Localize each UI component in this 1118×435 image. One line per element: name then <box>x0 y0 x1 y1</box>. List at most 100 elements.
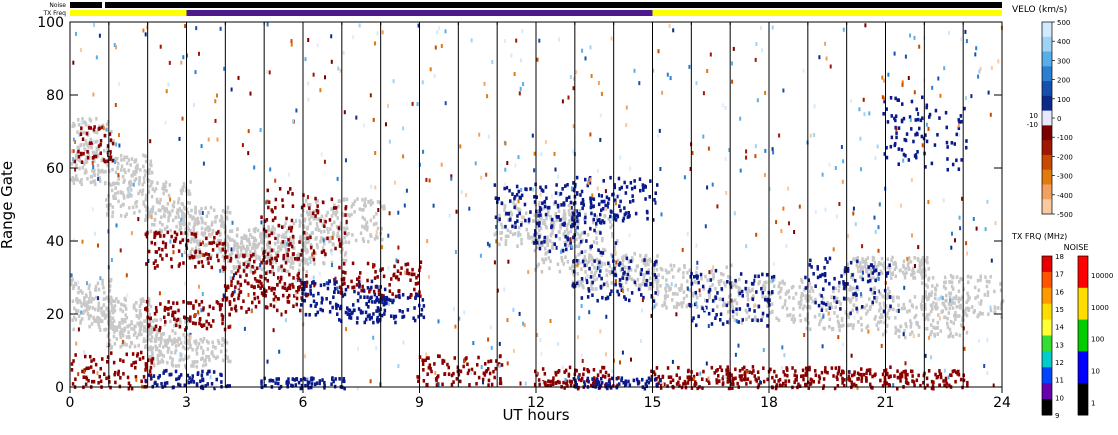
toward-cell <box>321 308 324 313</box>
ground-cell <box>595 230 598 235</box>
toward-cell <box>192 380 196 384</box>
away-cell <box>239 274 242 279</box>
ground-cell <box>593 273 596 277</box>
toward-cell <box>867 273 870 278</box>
toward-cell <box>225 384 228 389</box>
ground-cell <box>131 174 134 178</box>
away-cell <box>101 125 104 130</box>
ground-cell <box>943 280 946 285</box>
away-cell <box>205 236 208 241</box>
ground-cell <box>204 221 207 226</box>
ground-cell <box>548 266 551 271</box>
away-cell <box>688 375 692 380</box>
away-cell <box>377 292 381 296</box>
ground-cell <box>944 306 948 311</box>
ground-cell <box>783 281 786 286</box>
toward-cell <box>889 96 893 100</box>
ground-cell <box>280 268 284 273</box>
ground-cell <box>937 313 940 317</box>
ground-cell <box>740 321 744 325</box>
ground-cell <box>380 227 383 231</box>
away-cell <box>144 307 147 311</box>
ground-cell <box>942 302 946 307</box>
ground-cell <box>112 319 116 323</box>
toward-cell <box>842 280 845 284</box>
away-cell <box>180 231 183 235</box>
away-cell <box>80 126 83 130</box>
toward-cell <box>600 376 603 381</box>
ground-cell <box>93 173 96 178</box>
away-cell <box>149 373 153 377</box>
ground-cell <box>871 291 874 296</box>
ground-cell <box>121 343 124 347</box>
ground-cell <box>909 325 912 329</box>
away-cell <box>696 372 699 376</box>
toward-cell <box>344 287 348 292</box>
ground-cell <box>693 279 697 284</box>
toward-cell <box>760 318 763 322</box>
ground-cell <box>210 351 214 355</box>
ground-cell <box>954 317 957 321</box>
toward-cell <box>358 280 361 285</box>
ground-cell <box>165 189 168 193</box>
away-cell <box>717 374 720 378</box>
away-cell <box>740 378 743 382</box>
ground-cell <box>784 292 788 296</box>
toward-cell <box>401 293 405 297</box>
toward-cell <box>593 213 596 217</box>
ground-cell <box>110 130 113 134</box>
away-cell <box>291 282 294 287</box>
ground-cell <box>579 233 582 238</box>
away-cell <box>732 382 735 386</box>
away-cell <box>907 381 910 386</box>
away-cell <box>836 384 840 388</box>
toward-cell <box>201 377 204 382</box>
away-cell <box>117 371 120 376</box>
ground-cell <box>350 212 353 217</box>
ground-cell <box>97 147 100 151</box>
away-cell <box>683 379 687 384</box>
ground-cell <box>595 257 598 262</box>
ground-cell <box>100 168 104 173</box>
toward-cell <box>960 119 963 124</box>
ground-cell <box>358 207 362 211</box>
away-cell <box>297 287 301 292</box>
ground-cell <box>725 265 728 269</box>
ground-cell <box>74 309 78 314</box>
ground-cell <box>819 319 822 323</box>
toward-cell <box>553 242 556 246</box>
away-cell <box>499 379 502 383</box>
away-cell <box>150 358 153 363</box>
away-cell <box>145 262 148 266</box>
toward-cell <box>623 180 626 185</box>
away-cell <box>271 209 274 214</box>
ground-cell <box>661 275 665 280</box>
toward-cell <box>548 205 551 210</box>
ground-cell <box>113 196 117 200</box>
ground-cell <box>889 306 892 311</box>
ground-cell <box>794 291 798 296</box>
ground-cell <box>259 232 262 237</box>
ground-cell <box>299 238 302 242</box>
away-cell <box>264 229 268 234</box>
away-cell <box>259 286 262 290</box>
away-cell <box>841 376 844 381</box>
ground-cell <box>351 233 354 237</box>
ground-cell <box>155 334 158 339</box>
away-cell <box>795 374 798 378</box>
away-cell <box>230 293 234 298</box>
ground-cell <box>163 206 166 210</box>
ground-cell <box>330 248 333 253</box>
away-cell <box>221 265 225 270</box>
ground-cell <box>626 265 629 270</box>
toward-cell <box>828 281 831 286</box>
ground-cell <box>921 269 924 274</box>
toward-cell <box>505 185 509 190</box>
away-cell <box>769 367 772 372</box>
away-cell <box>148 369 152 373</box>
ground-cell <box>119 190 123 194</box>
away-cell <box>865 371 868 375</box>
toward-cell <box>639 188 642 193</box>
ground-cell <box>110 308 114 312</box>
away-cell <box>296 257 300 261</box>
